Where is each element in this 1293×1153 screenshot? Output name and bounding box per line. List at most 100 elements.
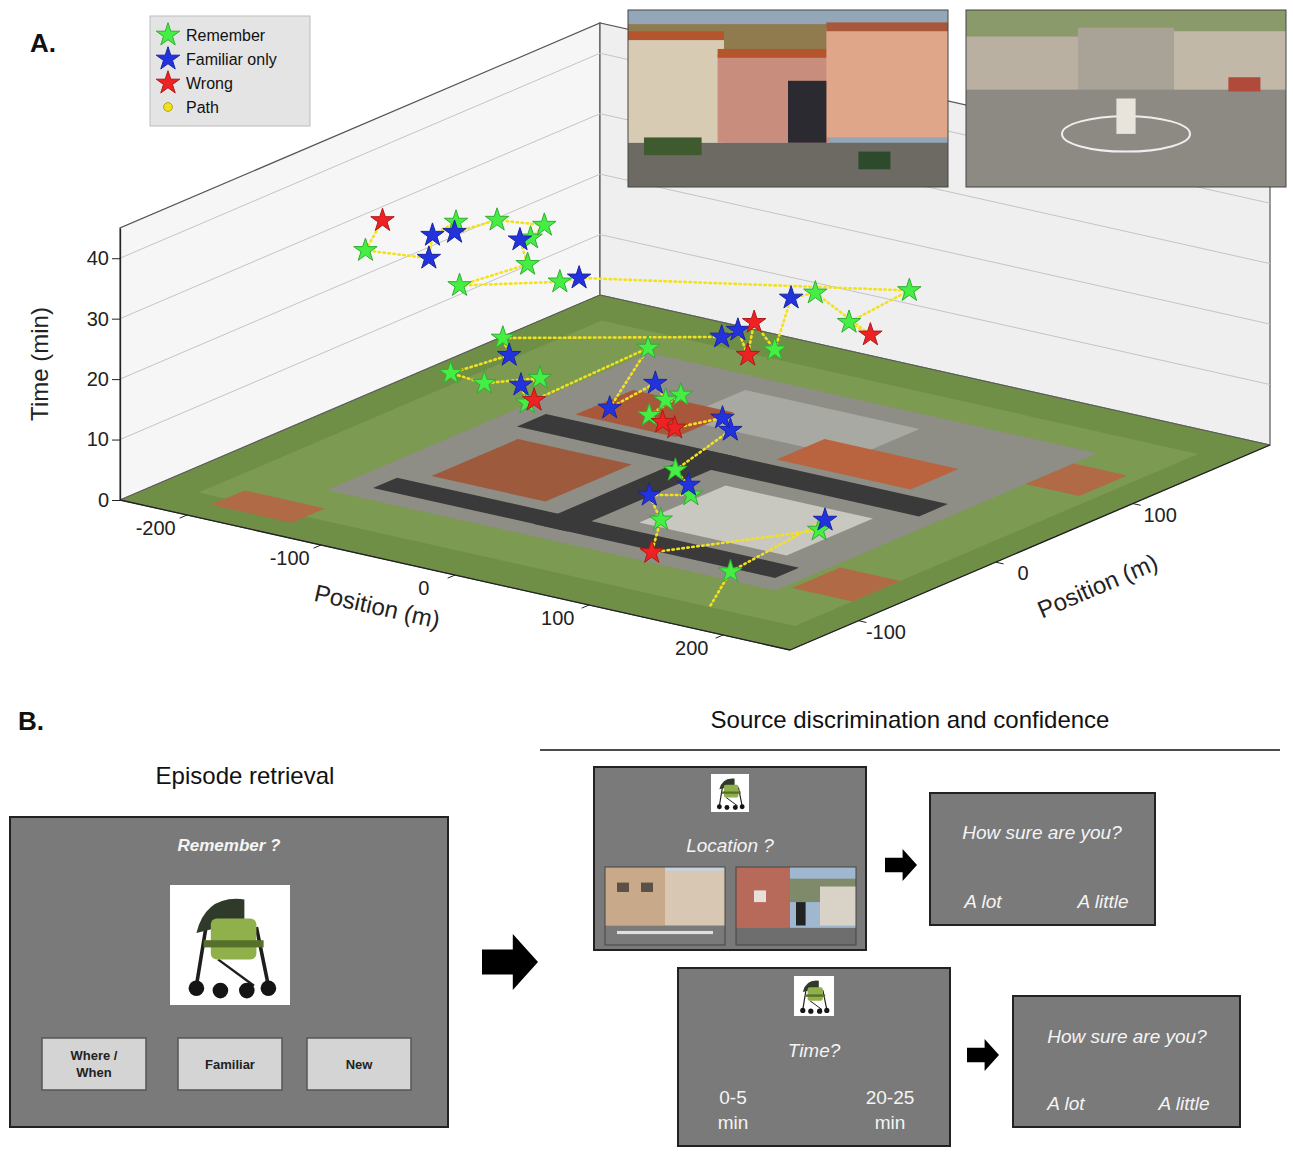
scene-shape: [826, 28, 948, 138]
arrow: [482, 934, 538, 990]
scene-shape: [966, 10, 1286, 187]
map-tile: [1026, 464, 1128, 497]
star-marker: [649, 508, 672, 530]
button-label: Familiar: [205, 1057, 255, 1072]
tick-label: 100: [1143, 504, 1176, 526]
star-marker: [491, 326, 514, 348]
screen-prompt: Remember ?: [178, 836, 282, 855]
scene-shape: [788, 81, 826, 143]
screen: [930, 793, 1155, 925]
tick-mark: [1133, 504, 1141, 506]
scene-shape: [605, 867, 665, 926]
title-rule: [540, 749, 1280, 751]
option-label: A little: [1076, 891, 1128, 912]
arrow: [967, 1039, 999, 1071]
screen-prompt: How sure are you?: [962, 822, 1122, 843]
legend-marker: [156, 47, 179, 69]
image-shape: [808, 987, 823, 1001]
star-marker: [813, 508, 836, 530]
star-marker: [898, 278, 921, 300]
button: [307, 1038, 411, 1090]
tick-label: 100: [541, 607, 574, 629]
image-shape: [824, 1008, 829, 1013]
star-marker: [508, 228, 531, 250]
image-bg: [711, 774, 749, 812]
tick-mark: [112, 500, 120, 501]
axis-line: [790, 445, 1270, 650]
path-line: [365, 220, 909, 605]
scene-shape: [754, 890, 766, 902]
image-shape: [738, 787, 742, 806]
axis-title: Time (min): [26, 307, 53, 421]
image-shape: [213, 983, 229, 999]
star-marker: [485, 208, 508, 230]
scene-shape: [617, 883, 629, 892]
star-marker: [719, 559, 742, 581]
scene-shape: [858, 152, 890, 170]
tick: 10: [87, 428, 120, 450]
scene-shape: [718, 54, 830, 143]
image-shape: [218, 959, 254, 985]
button: [178, 1038, 282, 1090]
scene-shape: [628, 37, 724, 143]
image-shape: [717, 804, 722, 809]
scene-frame: [966, 10, 1286, 187]
scene-shape: [1078, 28, 1174, 90]
tick-mark: [448, 575, 455, 578]
stroller-image: [711, 774, 749, 812]
star-marker: [640, 540, 663, 562]
screen: [10, 817, 448, 1127]
button: [42, 1038, 146, 1090]
screen: [594, 767, 866, 950]
plot-data: [354, 208, 921, 606]
tick-mark: [112, 258, 120, 259]
star-marker: [497, 343, 520, 365]
tick: 20: [87, 368, 120, 390]
screen: [678, 968, 950, 1146]
map-tile: [678, 390, 919, 458]
image-shape: [724, 805, 729, 810]
image-shape: [733, 805, 738, 810]
image-shape: [261, 980, 277, 996]
tick-mark: [582, 605, 589, 608]
scene-shape: [665, 871, 725, 926]
image-shape: [823, 990, 827, 1010]
star-marker: [567, 266, 590, 288]
image-shape: [211, 919, 257, 960]
star-marker: [677, 473, 700, 495]
legend-marker: [156, 71, 179, 93]
image-shape: [196, 927, 206, 986]
scene-shape: [966, 37, 1078, 90]
button-label: Where /When: [71, 1048, 118, 1080]
map-tile: [199, 320, 1199, 626]
scene-image: [736, 867, 856, 945]
panel-b: B.Episode retrievalRemember ?Where /When…: [10, 706, 1280, 1146]
legend-label: Remember: [186, 27, 266, 44]
image-bg: [170, 885, 290, 1005]
map-tile: [373, 478, 799, 578]
scene-frame: [736, 867, 856, 945]
legend-label: Familiar only: [186, 51, 277, 68]
scene-shape: [796, 902, 806, 925]
image-shape: [204, 940, 264, 947]
scene-shape: [628, 10, 948, 187]
tick-label: 0: [418, 577, 429, 599]
scene-shape: [628, 31, 724, 40]
section-title: Source discrimination and confidence: [711, 706, 1110, 733]
tick-label: 200: [675, 637, 708, 659]
map-tile: [534, 450, 740, 531]
scene-shape: [644, 137, 702, 155]
panel-label: B.: [18, 706, 44, 736]
screen-prompt: Time?: [788, 1040, 841, 1061]
star-marker: [533, 213, 556, 235]
image-shape: [726, 798, 737, 806]
tick-mark: [112, 379, 120, 380]
tick-mark: [112, 440, 120, 441]
image-shape: [256, 927, 268, 986]
axis-title: Position (m): [312, 579, 443, 633]
image-shape: [817, 1009, 822, 1014]
map-tile: [211, 490, 325, 522]
option-label: A lot: [1046, 1093, 1085, 1114]
star-marker: [439, 361, 462, 383]
panel-a: -200-1000100200Position (m)-1000100Posit…: [26, 10, 1286, 659]
